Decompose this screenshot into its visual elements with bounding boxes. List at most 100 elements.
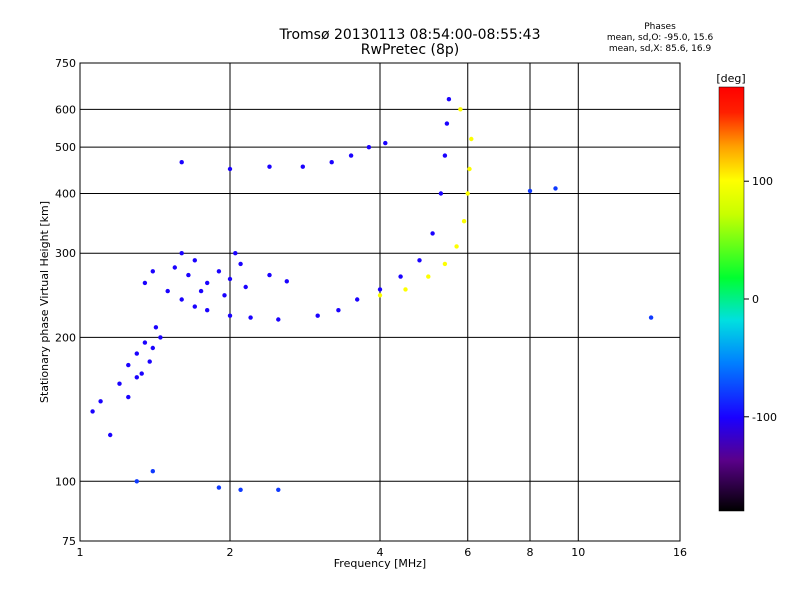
echo-point	[442, 153, 448, 158]
echo-point	[142, 340, 148, 345]
echo-point	[553, 186, 558, 191]
echo-point	[467, 166, 472, 172]
chart-subtitle: RwPretec (8p)	[360, 42, 460, 58]
echo-point	[179, 297, 184, 302]
echo-point	[165, 288, 170, 294]
colorbar-tick-label: -100	[752, 411, 777, 424]
echo-point	[377, 293, 383, 298]
data-points	[90, 97, 654, 492]
echo-point	[238, 261, 243, 267]
echo-point	[454, 244, 459, 249]
echo-point	[442, 261, 448, 267]
colorbar-tick-label: 100	[752, 175, 773, 188]
echo-point	[90, 409, 95, 414]
echo-point	[172, 265, 177, 270]
echo-point	[527, 188, 533, 194]
echo-point	[126, 394, 131, 400]
echo-point	[158, 335, 163, 340]
y-axis-ticks: 75 100 200 300 400 500 600 750	[55, 57, 76, 548]
x-axis-label: Frequency [MHz]	[334, 557, 426, 570]
echo-point	[300, 164, 305, 169]
echo-point	[458, 107, 463, 112]
x-tick-label: 1	[77, 546, 84, 559]
x-tick-label: 6	[464, 546, 471, 559]
echo-point	[134, 351, 139, 356]
echo-point	[186, 272, 191, 278]
echo-point	[469, 136, 474, 142]
echo-point	[329, 160, 334, 165]
echo-point	[205, 280, 210, 286]
echo-point	[205, 308, 210, 313]
echo-point	[108, 432, 113, 438]
x-tick-label: 8	[527, 546, 534, 559]
echo-point	[417, 258, 422, 263]
echo-point	[126, 362, 131, 368]
echo-point	[179, 160, 184, 165]
echo-point	[355, 297, 360, 302]
echo-point	[198, 288, 204, 294]
echo-point	[192, 258, 197, 263]
echo-point	[426, 274, 431, 279]
echo-point	[383, 140, 388, 146]
echo-point	[336, 308, 341, 313]
colorbar-ticks: 100 0 -100	[744, 175, 777, 424]
echo-point	[276, 487, 281, 492]
echo-point	[216, 269, 222, 274]
grid	[80, 63, 680, 541]
y-tick-label: 400	[55, 187, 76, 200]
echo-point	[150, 345, 155, 351]
echo-point	[276, 317, 281, 322]
echo-point	[461, 219, 467, 224]
echo-point	[134, 479, 139, 484]
y-tick-label: 200	[55, 331, 76, 344]
echo-point	[444, 121, 450, 126]
echo-point	[267, 272, 272, 278]
echo-point	[315, 313, 320, 318]
x-tick-label: 2	[227, 546, 234, 559]
y-tick-label: 75	[62, 535, 76, 548]
y-tick-label: 500	[55, 141, 76, 154]
echo-point	[267, 164, 272, 169]
echo-point	[403, 287, 408, 292]
phase-stats-x-mode: mean, sd,X: 85.6, 16.9	[608, 44, 712, 54]
colorbar-label: [deg]	[716, 72, 745, 85]
x-axis-ticks: 1 2 4 6 8 10 16	[77, 546, 688, 559]
echo-point	[227, 166, 233, 172]
phase-stats-heading: Phases	[644, 22, 676, 32]
phase-stats-o-mode: mean, sd,O: -95.0, 15.6	[606, 33, 714, 43]
echo-point	[465, 191, 470, 196]
y-tick-label: 300	[55, 247, 76, 260]
echo-point	[446, 97, 452, 102]
echo-point	[243, 284, 248, 290]
echo-point	[648, 315, 654, 320]
colorbar	[718, 86, 745, 512]
echo-point	[227, 313, 233, 318]
echo-point	[284, 279, 289, 284]
y-tick-label: 750	[55, 57, 76, 70]
echo-point	[153, 325, 159, 330]
chart-title: Tromsø 20130113 08:54:00-08:55:43	[279, 27, 541, 43]
y-tick-label: 100	[55, 475, 76, 488]
echo-point	[147, 359, 152, 364]
echo-point	[150, 269, 155, 274]
y-axis-label: Stationary phase Virtual Height [km]	[38, 201, 51, 403]
echo-point	[192, 304, 197, 309]
echo-point	[117, 381, 122, 386]
echo-point	[238, 487, 243, 492]
echo-point	[248, 315, 253, 320]
echo-point	[134, 375, 139, 380]
echo-point	[98, 399, 103, 404]
x-tick-label: 10	[571, 546, 585, 559]
echo-point	[179, 251, 184, 256]
echo-point	[348, 153, 354, 158]
echo-point	[233, 251, 238, 256]
echo-point	[438, 191, 444, 196]
y-tick-label: 600	[55, 103, 76, 116]
echo-point	[430, 231, 435, 236]
echo-point	[216, 485, 222, 490]
x-tick-label: 4	[377, 546, 384, 559]
echo-point	[150, 469, 155, 474]
echo-point	[142, 280, 148, 286]
echo-point	[366, 145, 372, 150]
